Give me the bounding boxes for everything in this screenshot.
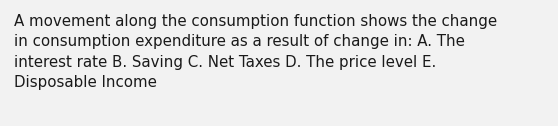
Text: A movement along the consumption function shows the change
in consumption expend: A movement along the consumption functio… (14, 14, 497, 90)
